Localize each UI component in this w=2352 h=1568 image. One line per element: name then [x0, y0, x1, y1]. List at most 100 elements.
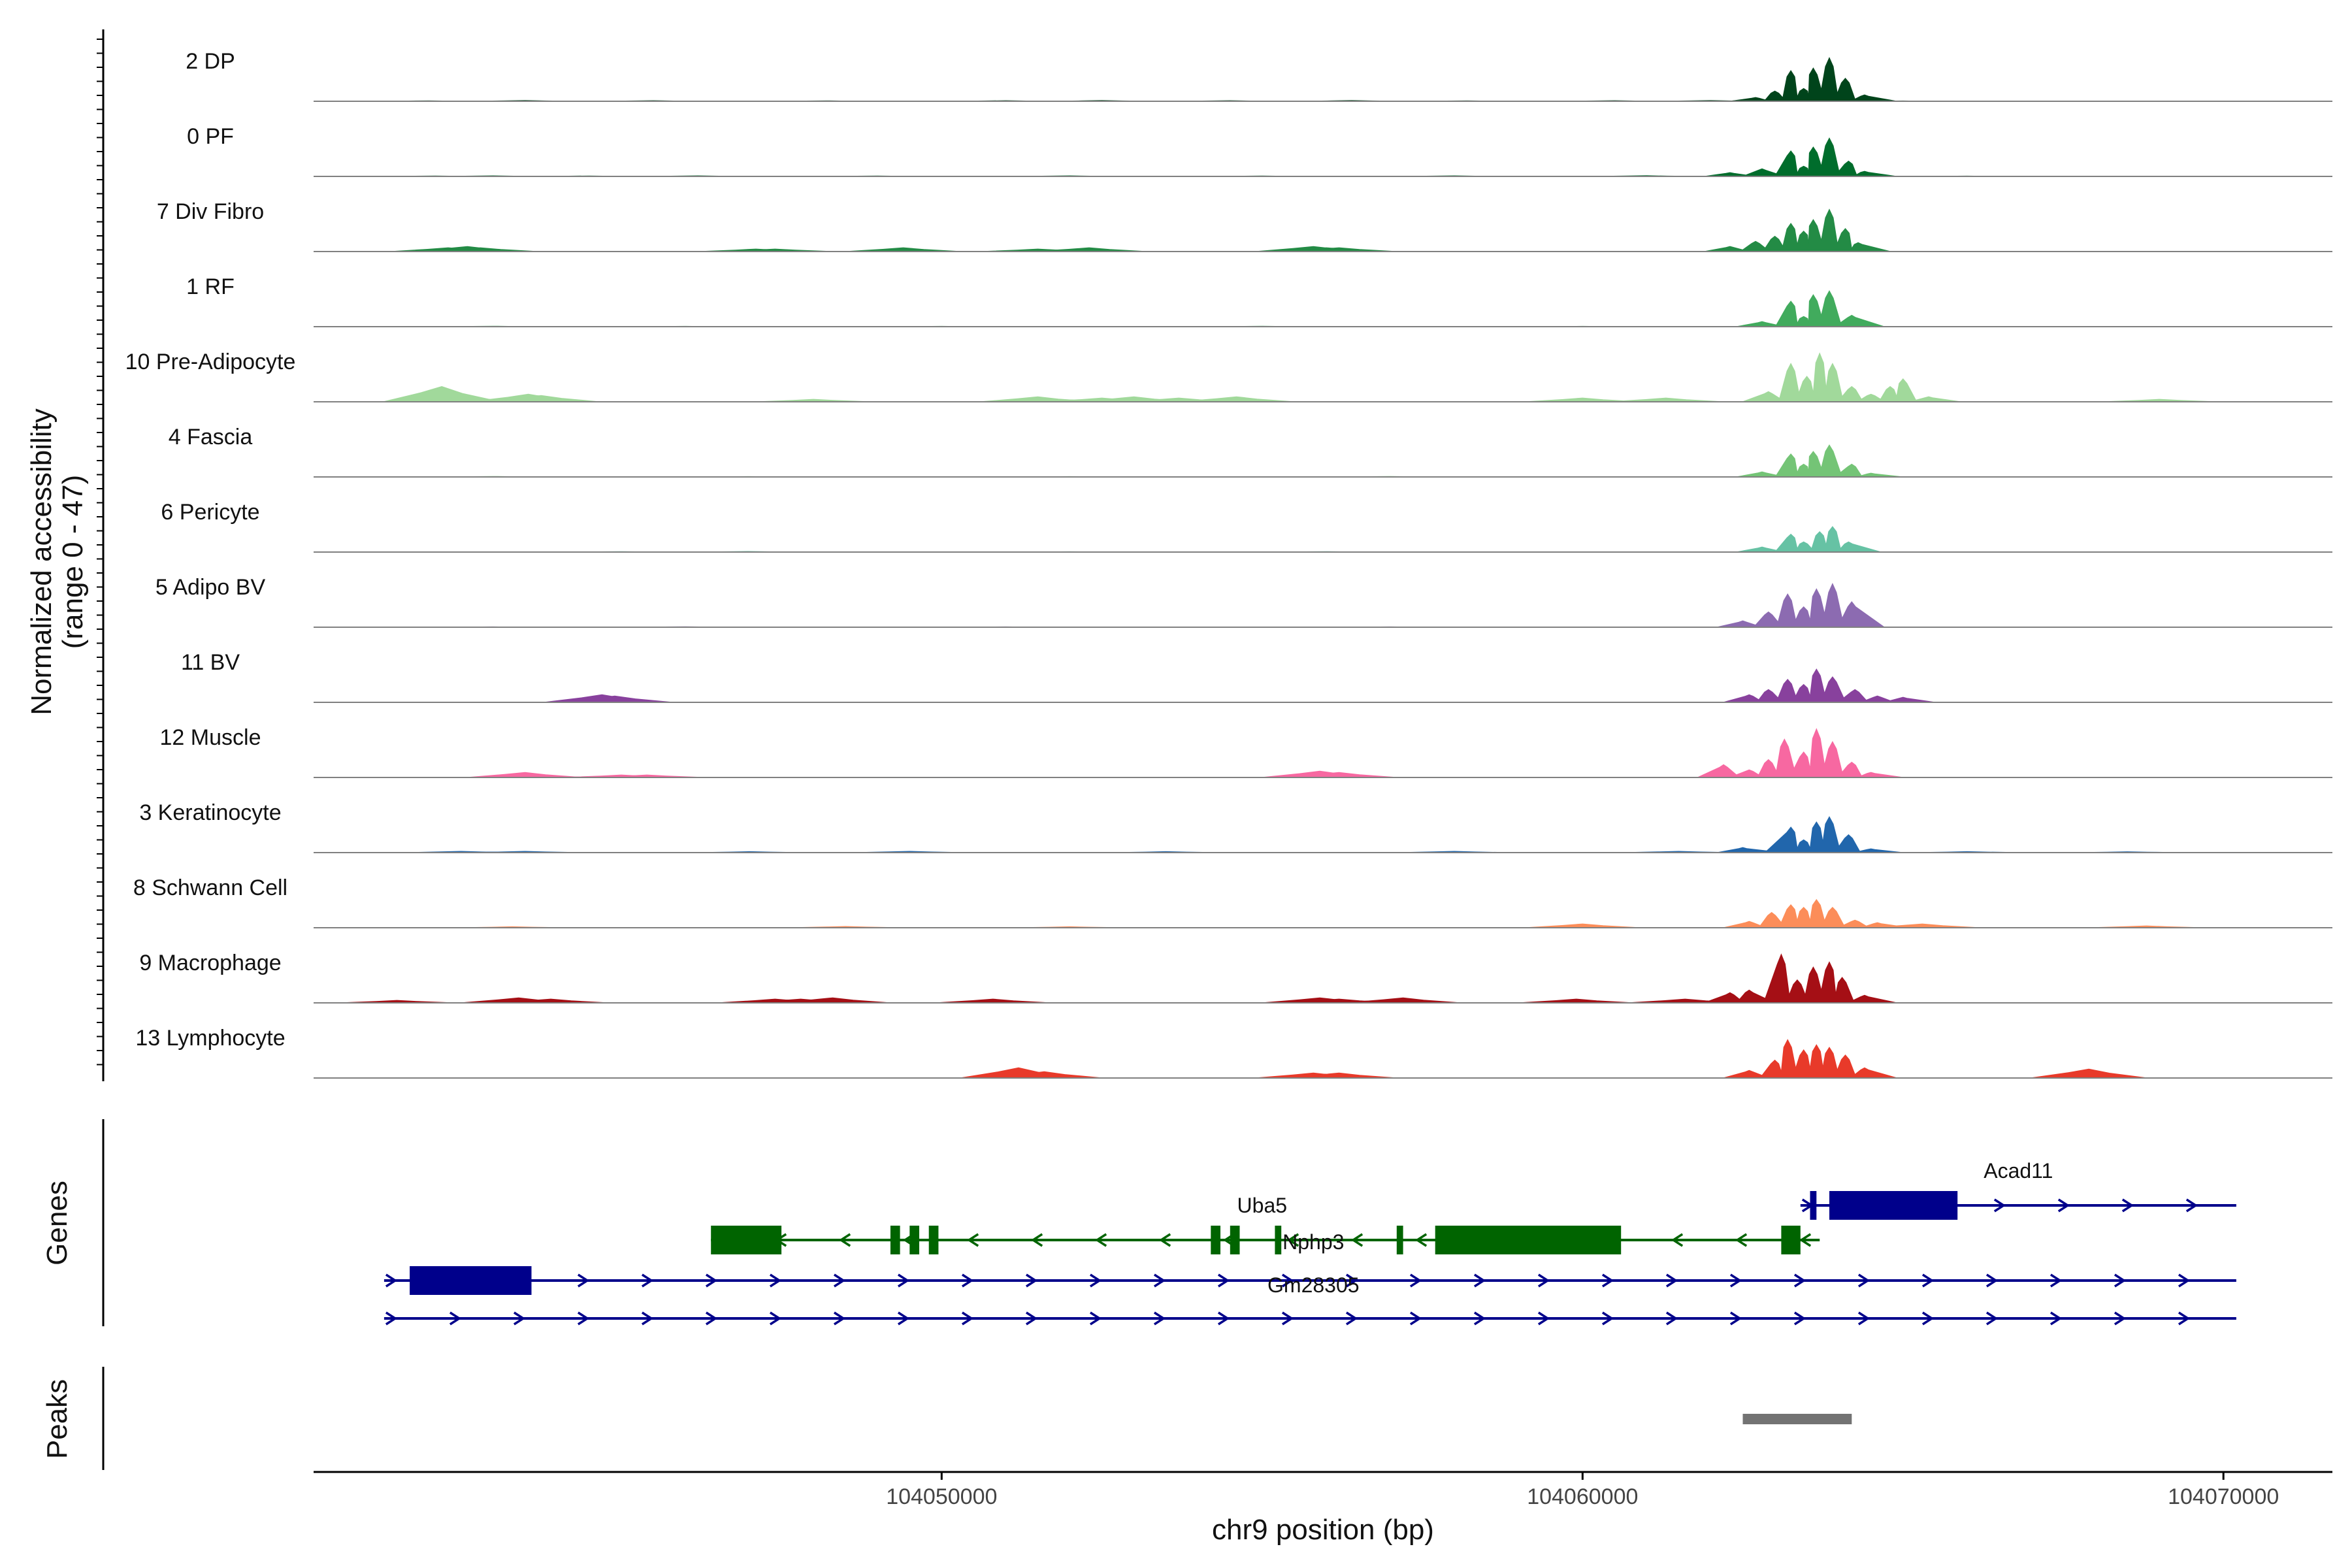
x-axis-ticks: 104050000 104060000 104070000 [886, 1472, 2279, 1509]
strand-arrow [1286, 1233, 1299, 1247]
coverage-area [959, 1039, 2148, 1079]
track-label: 10 Pre-Adipocyte [125, 350, 296, 374]
strand-arrow [2050, 1273, 2063, 1288]
exon [890, 1226, 900, 1254]
track-label: 7 Div Fibro [157, 199, 264, 224]
coverage-area [402, 816, 2187, 853]
track-label: 12 Muscle [160, 725, 261, 750]
gene-gm28305: Gm28305 [384, 1273, 2236, 1326]
strand-arrow [1857, 1311, 1870, 1326]
strand-arrow [1537, 1311, 1550, 1326]
gene-label: Nphp3 [1282, 1230, 1344, 1254]
strand-arrow [1158, 1233, 1171, 1247]
strand-arrow [897, 1273, 910, 1288]
track-label: 5 Adipo BV [155, 575, 266, 600]
strand-arrow [1993, 1198, 2006, 1213]
coverage-area [383, 352, 2219, 402]
strand-arrow [1729, 1311, 1742, 1326]
exon [928, 1226, 939, 1254]
strand-arrow [2185, 1198, 2198, 1213]
gene-label: Acad11 [1984, 1159, 2053, 1183]
strand-arrow [961, 1311, 974, 1326]
strand-arrow [897, 1311, 910, 1326]
coverage-area [434, 583, 1886, 628]
x-axis: 104050000 104060000 104070000 chr9 positio… [314, 1471, 2332, 1546]
strand-arrow [1030, 1233, 1043, 1247]
strand-arrow [1281, 1273, 1294, 1288]
peaks-panel: Peaks [41, 1367, 1852, 1470]
coverage-area [376, 137, 2026, 177]
strand-arrow [1985, 1273, 1999, 1288]
strand-arrow [2178, 1273, 2191, 1288]
gene-uba5: Uba5 [710, 1194, 1820, 1254]
strand-arrow [1094, 1233, 1107, 1247]
strand-arrow [385, 1273, 398, 1288]
coverage-area [562, 526, 1882, 553]
exon [1396, 1226, 1403, 1254]
coverage-area [389, 208, 1891, 252]
coverage-y-axis-title-line2: (range 0 - 47) [57, 475, 89, 649]
track-3-keratinocyte: 3 Keratinocyte [139, 800, 2332, 853]
coverage-y-axis [97, 29, 105, 1081]
exon [711, 1226, 782, 1254]
x-tick-label: 104070000 [2168, 1484, 2279, 1509]
strand-arrow [1217, 1311, 1230, 1326]
strand-arrow [1601, 1311, 1614, 1326]
track-label: 11 BV [181, 650, 240, 675]
coverage-y-axis-ticks [97, 39, 103, 1066]
exon [1230, 1226, 1240, 1254]
strand-arrow [1025, 1273, 1038, 1288]
gene-label: Uba5 [1237, 1194, 1288, 1217]
coverage-area [370, 57, 1962, 102]
strand-arrow [1345, 1311, 1358, 1326]
exon [909, 1226, 919, 1254]
gene-label: Gm28305 [1267, 1273, 1360, 1297]
strand-arrow [2121, 1198, 2134, 1213]
strand-arrow [1537, 1273, 1550, 1288]
strand-arrow [1089, 1311, 1102, 1326]
exon [1435, 1226, 1622, 1254]
track-label: 6 Pericyte [161, 500, 259, 525]
strand-arrow [641, 1311, 654, 1326]
strand-arrow [1153, 1311, 1166, 1326]
coverage-tracks: 2 DP 0 PF 7 Div Fibro 1 RF 10 Pre-Adipocyte 4… [125, 49, 2332, 1079]
gene-acad11: Acad11 [1800, 1159, 2236, 1220]
strand-arrow [1350, 1233, 1364, 1247]
genes-track-label: Genes [41, 1181, 73, 1266]
x-axis-title: chr9 position (bp) [1212, 1514, 1434, 1546]
track-13-lymphocyte: 13 Lymphocyte [135, 1026, 2332, 1079]
strand-arrow [385, 1311, 398, 1326]
strand-arrow [833, 1273, 846, 1288]
strand-arrow [577, 1273, 590, 1288]
strand-arrow [1409, 1273, 1422, 1288]
strand-arrow [1985, 1311, 1999, 1326]
track-11-bv: 11 BV [181, 650, 2332, 703]
strand-arrow [513, 1311, 526, 1326]
coverage-y-axis-title-line1: Normalized accessibility [25, 408, 57, 715]
strand-arrow [1281, 1311, 1294, 1326]
coverage-area [338, 953, 1898, 1004]
strand-arrow [449, 1311, 462, 1326]
strand-arrow [705, 1273, 718, 1288]
strand-arrow [1793, 1311, 1806, 1326]
exon [1211, 1226, 1220, 1254]
strand-arrow [961, 1273, 974, 1288]
strand-arrow [838, 1233, 851, 1247]
track-label: 0 PF [187, 124, 234, 149]
strand-arrow [2178, 1311, 2191, 1326]
strand-arrow [641, 1273, 654, 1288]
strand-arrow [1921, 1311, 1935, 1326]
strand-arrow [1414, 1233, 1428, 1247]
strand-arrow [1793, 1273, 1806, 1288]
strand-arrow [1089, 1273, 1102, 1288]
track-label: 3 Keratinocyte [139, 800, 281, 825]
exon [1781, 1226, 1801, 1254]
coverage-area [466, 728, 1904, 778]
peaks-track-label: Peaks [41, 1379, 73, 1459]
track-12-muscle: 12 Muscle [160, 725, 2332, 778]
track-2-dp: 2 DP [186, 49, 2332, 102]
peak-region-bar [1742, 1414, 1852, 1424]
strand-arrow [2114, 1311, 2127, 1326]
exon [410, 1266, 532, 1295]
